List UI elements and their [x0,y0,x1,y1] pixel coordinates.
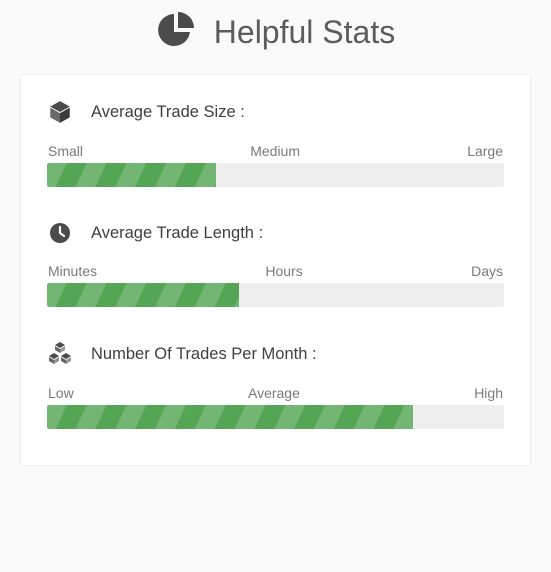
stat-title: Average Trade Size : [91,103,245,122]
clock-icon [47,221,73,245]
page-header: Helpful Stats [20,0,531,74]
stat-title: Number Of Trades Per Month : [91,345,317,364]
stat-header: Average Trade Length : [47,221,504,245]
cubes-icon [47,341,73,367]
pie-chart-icon [156,12,196,52]
stats-card: Average Trade Size : Small Medium Large [20,74,531,466]
progress-track [47,283,504,307]
progress-fill [47,405,413,429]
scale-label-high: Large [467,143,503,159]
progress-track [47,405,504,429]
scale-label-mid: Average [248,385,300,401]
scale-label-high: High [474,385,503,401]
stat-header: Number Of Trades Per Month : [47,341,504,367]
scale-labels: Minutes Hours Days [47,263,504,279]
scale-labels: Low Average High [47,385,504,401]
stat-trades-per-month: Number Of Trades Per Month : Low Average… [47,341,504,429]
scale-label-low: Low [48,385,74,401]
progress-track [47,163,504,187]
scale-label-high: Days [471,263,503,279]
stat-header: Average Trade Size : [47,99,504,125]
stat-trade-length: Average Trade Length : Minutes Hours Day… [47,221,504,307]
scale-label-mid: Medium [250,143,300,159]
progress-fill [47,163,216,187]
scale-label-low: Minutes [48,263,97,279]
scale-labels: Small Medium Large [47,143,504,159]
page-title: Helpful Stats [214,14,395,51]
progress-fill [47,283,239,307]
stat-trade-size: Average Trade Size : Small Medium Large [47,99,504,187]
stats-page: Helpful Stats Average Trade Size : Small… [0,0,551,486]
stat-title: Average Trade Length : [91,224,263,243]
cube-icon [47,99,73,125]
scale-label-mid: Hours [265,263,302,279]
scale-label-low: Small [48,143,83,159]
